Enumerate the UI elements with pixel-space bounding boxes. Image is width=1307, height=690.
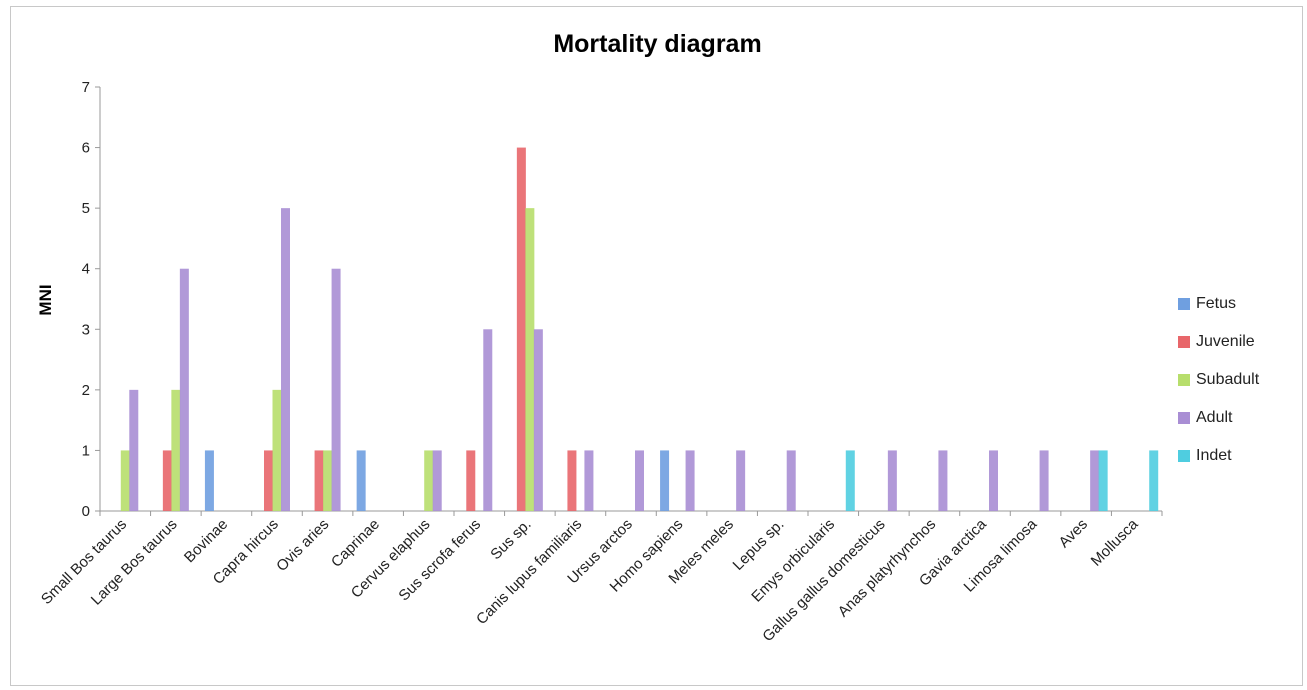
y-tick-label: 5 [82, 200, 90, 217]
bar-adult [1090, 450, 1100, 511]
legend-item-subadult: Subadult [1178, 361, 1259, 399]
x-tick-label: Ovis aries [273, 516, 332, 575]
x-tick-label: Anas platyrhynchos [835, 516, 940, 621]
legend-item-fetus: Fetus [1178, 285, 1259, 323]
bar-adult [331, 268, 341, 511]
bar-adult [887, 450, 897, 511]
bar-subadult [525, 208, 535, 511]
legend-item-juvenile: Juvenile [1178, 323, 1259, 361]
y-tick-label: 4 [82, 261, 90, 278]
legend-label: Fetus [1196, 295, 1237, 312]
x-tick-label: Sus sp. [487, 516, 534, 563]
bar-subadult [323, 450, 333, 511]
bar-adult [685, 450, 695, 511]
legend-swatch [1178, 298, 1190, 310]
bar-adult [179, 268, 189, 511]
legend-swatch [1178, 450, 1190, 462]
bar-subadult [120, 450, 130, 511]
bar-fetus [204, 450, 214, 511]
y-tick-label: 2 [82, 382, 90, 399]
bar-juvenile [567, 450, 577, 511]
legend-label: Juvenile [1196, 333, 1255, 350]
x-tick-label: Bovinae [181, 516, 231, 566]
bar-juvenile [162, 450, 172, 511]
bar-adult [786, 450, 796, 511]
bar-fetus [660, 450, 670, 511]
bar-adult [129, 389, 139, 511]
bar-adult [533, 329, 543, 511]
legend: Fetus Juvenile Subadult Adult Indet [1178, 285, 1259, 475]
bar-adult [1039, 450, 1049, 511]
bar-adult [938, 450, 948, 511]
y-tick-label: 3 [82, 321, 90, 338]
bar-subadult [424, 450, 434, 511]
bar-adult [736, 450, 746, 511]
bar-adult [635, 450, 644, 511]
bar-subadult [272, 389, 282, 511]
y-tick-label: 6 [82, 140, 90, 157]
bar-indet [845, 450, 855, 511]
legend-item-indet: Indet [1178, 437, 1259, 475]
y-tick-label: 1 [82, 442, 90, 459]
bar-adult [432, 450, 442, 511]
bar-adult [584, 450, 594, 511]
legend-label: Indet [1196, 447, 1232, 464]
bar-juvenile [264, 450, 273, 511]
bar-juvenile [314, 450, 324, 511]
bar-adult [281, 208, 290, 511]
chart-frame [10, 6, 1303, 686]
y-tick-label: 0 [82, 503, 90, 520]
bar-indet [1149, 450, 1159, 511]
legend-swatch [1178, 336, 1190, 348]
x-tick-label: Mollusca [1088, 515, 1142, 569]
legend-label: Subadult [1196, 371, 1260, 388]
bar-fetus [356, 450, 366, 511]
bar-indet [1098, 450, 1108, 511]
bar-juvenile [466, 450, 476, 511]
legend-swatch [1178, 374, 1190, 386]
x-tick-label: Aves [1056, 516, 1091, 551]
x-tick-label: Small Bos taurus [38, 516, 130, 608]
chart-title: Mortality diagram [553, 30, 762, 58]
x-tick-label: Large Bos taurus [88, 516, 181, 609]
legend-label: Adult [1196, 409, 1233, 426]
bar-adult [483, 329, 493, 511]
bar-subadult [171, 389, 181, 511]
legend-swatch [1178, 412, 1190, 424]
y-tick-label: 7 [82, 79, 90, 96]
bar-adult [989, 450, 998, 511]
bar-juvenile [516, 147, 526, 512]
legend-item-adult: Adult [1178, 399, 1259, 437]
